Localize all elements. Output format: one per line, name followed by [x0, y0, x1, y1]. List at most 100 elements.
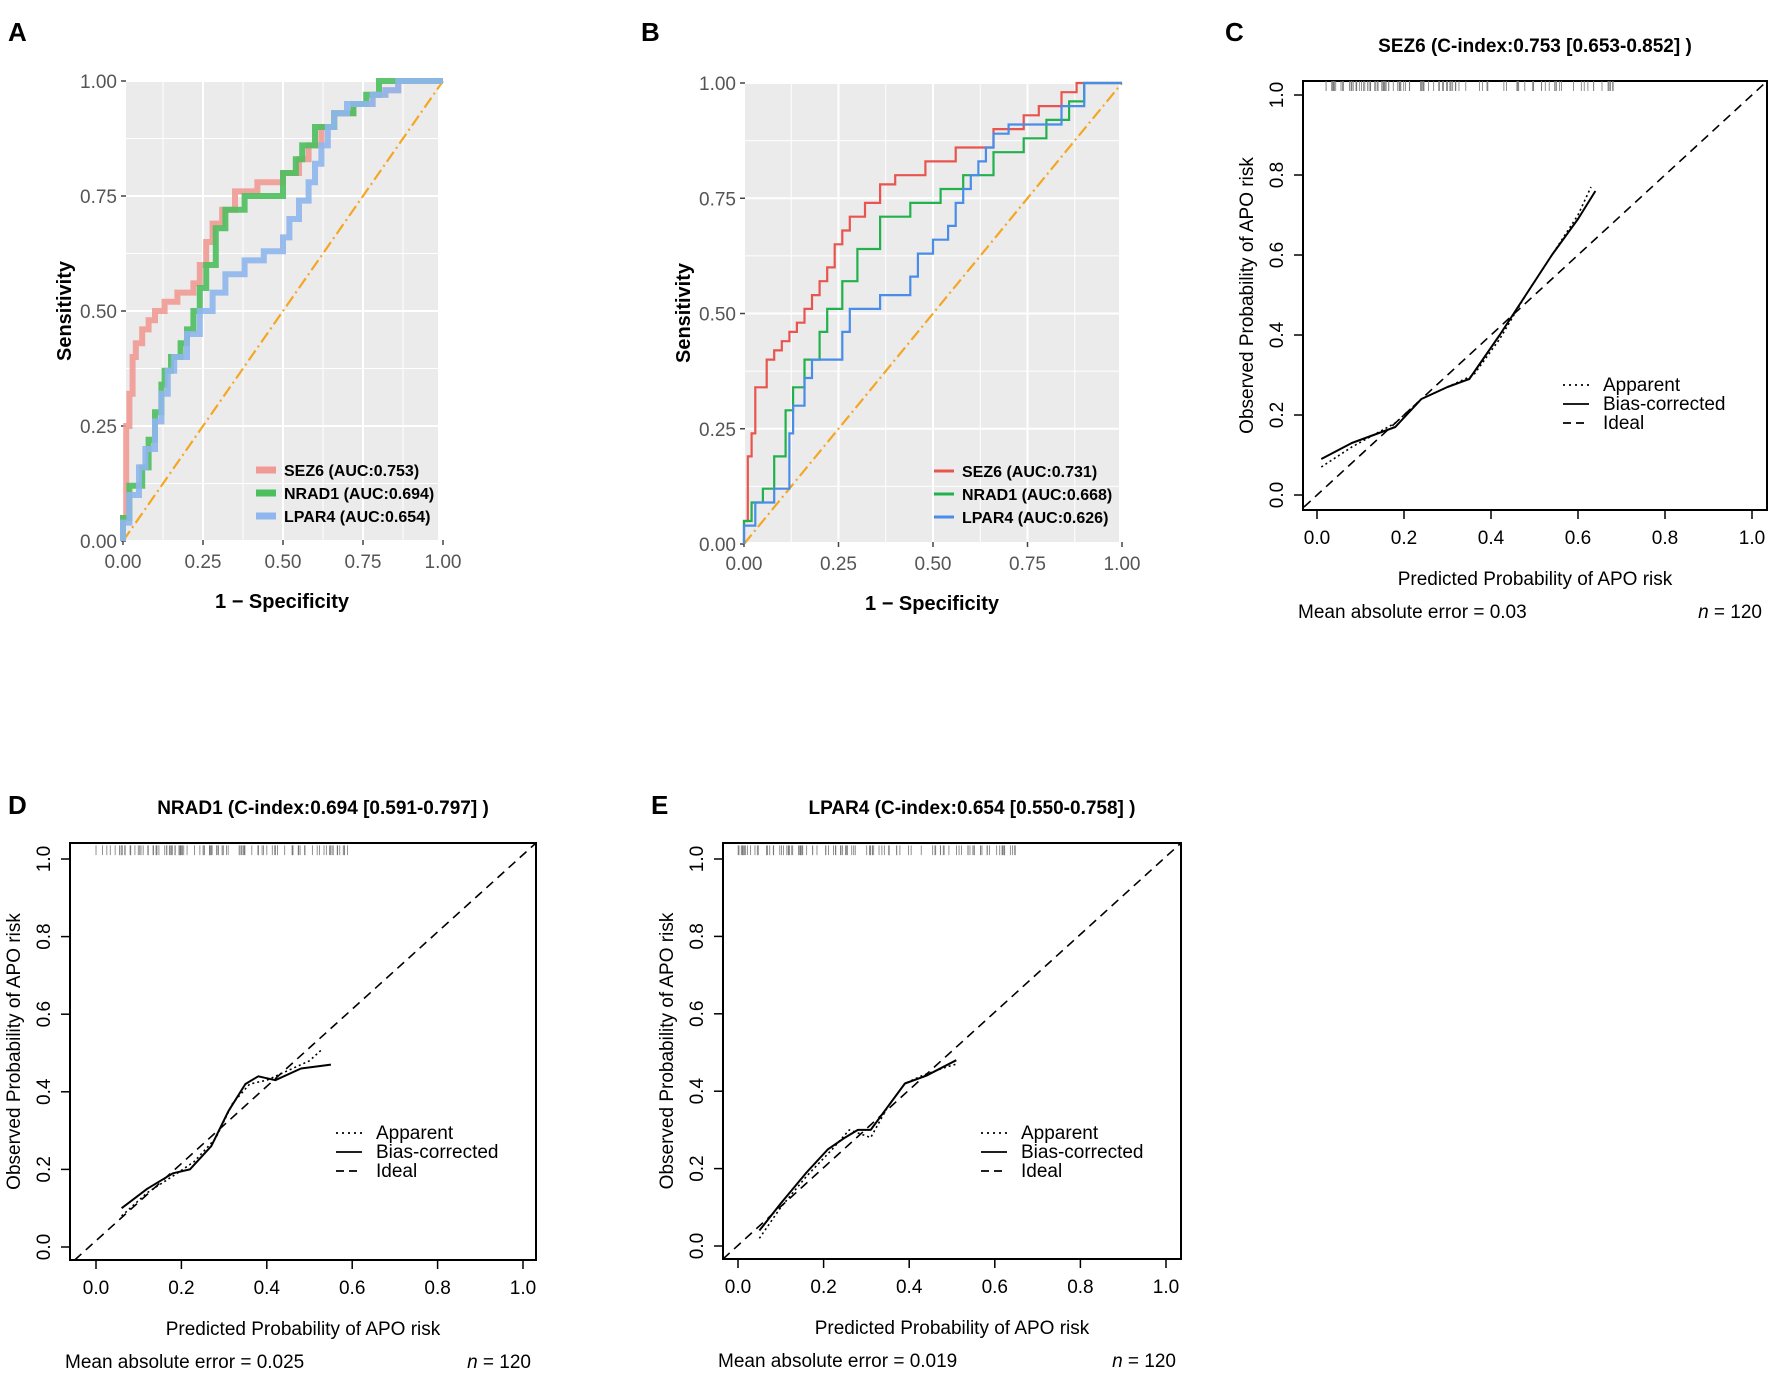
- y-tick-label: 0.75: [80, 187, 117, 208]
- y-axis-label: Observed Probability of APO risk: [1237, 157, 1258, 434]
- panel-letter-a: A: [8, 17, 27, 47]
- legend-label: SEZ6 (AUC:0.753): [284, 463, 419, 480]
- y-axis-label: Observed Probability of APO risk: [4, 913, 25, 1190]
- y-tick-label: 0.4: [687, 1078, 708, 1105]
- x-tick-label: 0.00: [105, 552, 142, 573]
- calibration-curve-ideal: [722, 842, 1182, 1260]
- x-tick-label: 1.0: [1153, 1277, 1179, 1298]
- calibration-panel-e: E LPAR4 (C-index:0.654 [0.550-0.758] ) 0.0…: [651, 790, 1182, 1372]
- y-tick-label: 1.00: [699, 74, 736, 95]
- y-tick-label: 1.00: [80, 72, 117, 93]
- x-tick-label: 0.0: [1304, 528, 1330, 549]
- y-tick-label: 0.0: [1267, 482, 1288, 508]
- y-tick-label: 0.8: [34, 923, 55, 949]
- x-axis-label: 1 − Specificity: [215, 591, 350, 613]
- y-tick-label: 0.25: [699, 420, 736, 441]
- y-tick-label: 0.50: [80, 302, 117, 323]
- panel-letter-e: E: [651, 790, 668, 820]
- sample-size: n = 120: [1698, 602, 1762, 623]
- panel-title: SEZ6 (C-index:0.753 [0.653-0.852] ): [1378, 36, 1692, 57]
- y-tick-label: 0.50: [699, 305, 736, 326]
- x-tick-label: 0.2: [168, 1278, 194, 1299]
- y-tick-label: 0.6: [1267, 242, 1288, 268]
- calibration-curve-bias-corrected: [1320, 190, 1597, 460]
- calibration-curve-bias-corrected: [758, 1059, 957, 1232]
- legend-label: NRAD1 (AUC:0.668): [962, 487, 1112, 504]
- sample-size-value: = 120: [478, 1352, 531, 1373]
- roc-panel-a: A 0.000.00 0.25 0.25 0.50 0.50 0.75 0.75 1.00 1.0…: [8, 17, 461, 613]
- x-tick-label: 0.6: [339, 1278, 365, 1299]
- roc-curve-3: [120, 78, 443, 541]
- legend-label: Ideal: [1021, 1161, 1062, 1182]
- panel-title: LPAR4 (C-index:0.654 [0.550-0.758] ): [809, 798, 1136, 819]
- legend-label: Bias-corrected: [376, 1142, 499, 1163]
- sample-size-n: n: [1698, 602, 1709, 623]
- x-tick-label: 0.2: [810, 1277, 836, 1298]
- x-tick-label: 1.00: [1104, 554, 1141, 575]
- y-tick-label: 0.8: [1267, 162, 1288, 188]
- panel-title: NRAD1 (C-index:0.694 [0.591-0.797] ): [157, 798, 489, 819]
- y-tick-label: 0.00: [699, 535, 736, 556]
- legend-label: SEZ6 (AUC:0.731): [962, 464, 1097, 481]
- panel-letter-c: C: [1225, 17, 1244, 47]
- sample-size-n: n: [467, 1352, 478, 1373]
- y-tick-label: 1.0: [687, 846, 708, 872]
- x-axis-label: Predicted Probability of APO risk: [166, 1319, 441, 1340]
- sample-size-value: = 120: [1123, 1351, 1176, 1372]
- sample-size-n: n: [1112, 1351, 1123, 1372]
- legend-label: Apparent: [1603, 375, 1681, 396]
- reference-diagonal: [743, 82, 1123, 545]
- legend-label: LPAR4 (AUC:0.626): [962, 510, 1108, 527]
- legend-label: Apparent: [1021, 1123, 1099, 1144]
- x-tick-label: 0.00: [726, 554, 763, 575]
- plot-frame: [722, 842, 1182, 1260]
- x-axis-label: 1 − Specificity: [865, 593, 1000, 615]
- y-tick-label: 0.00: [80, 532, 117, 553]
- x-tick-label: 0.50: [265, 552, 302, 573]
- y-tick-label: 0.2: [1267, 402, 1288, 428]
- calibration-panel-c: C SEZ6 (C-index:0.753 [0.653-0.852] ) 0.0 0…: [1225, 17, 1768, 623]
- x-tick-label: 1.0: [510, 1278, 536, 1299]
- mean-absolute-error: Mean absolute error = 0.03: [1298, 602, 1527, 623]
- y-tick-label: 0.0: [687, 1233, 708, 1259]
- roc-curve-2: [742, 81, 1122, 544]
- calibration-curve-bias-corrected: [120, 1063, 332, 1209]
- legend-label: Ideal: [1603, 413, 1644, 434]
- x-tick-label: 0.8: [1652, 528, 1678, 549]
- y-tick-label: 0.4: [34, 1078, 55, 1105]
- mean-absolute-error: Mean absolute error = 0.025: [65, 1352, 304, 1373]
- y-tick-label: 1.0: [1267, 82, 1288, 108]
- x-tick-label: 0.2: [1391, 528, 1417, 549]
- y-axis-label: Observed Probability of APO risk: [657, 912, 678, 1189]
- x-tick-label: 0.0: [725, 1277, 751, 1298]
- legend-label: NRAD1 (AUC:0.694): [284, 486, 434, 503]
- x-tick-label: 0.6: [982, 1277, 1008, 1298]
- sample-size: n = 120: [467, 1352, 531, 1373]
- calibration-curve-ideal: [1303, 82, 1766, 508]
- sample-size-value: = 120: [1709, 602, 1762, 623]
- legend-label: Apparent: [376, 1123, 454, 1144]
- x-axis-label: Predicted Probability of APO risk: [815, 1318, 1090, 1339]
- x-tick-label: 0.8: [1067, 1277, 1093, 1298]
- legend-label: Bias-corrected: [1603, 394, 1726, 415]
- legend-label: Bias-corrected: [1021, 1142, 1144, 1163]
- y-axis-label: Sensitivity: [54, 260, 76, 361]
- calibration-panel-d: D NRAD1 (C-index:0.694 [0.591-0.797] ) 0.0…: [4, 790, 537, 1373]
- x-tick-label: 1.00: [425, 552, 462, 573]
- legend-label: LPAR4 (AUC:0.654): [284, 509, 430, 526]
- x-tick-label: 0.6: [1565, 528, 1591, 549]
- roc-curve-1: [742, 81, 1122, 544]
- y-tick-label: 0.2: [34, 1156, 55, 1182]
- x-tick-label: 0.75: [1009, 554, 1046, 575]
- y-axis-label: Sensitivity: [673, 262, 695, 363]
- roc-panel-b: B 0.000.00 0.25 0.25 0.50 0.50 0.75 0.75 1.00 1.0…: [641, 17, 1140, 615]
- reference-diagonal: [122, 80, 444, 542]
- x-tick-label: 0.50: [915, 554, 952, 575]
- sample-size: n = 120: [1112, 1351, 1176, 1372]
- legend-label: Ideal: [376, 1161, 417, 1182]
- x-tick-label: 0.75: [345, 552, 382, 573]
- y-tick-label: 0.6: [34, 1001, 55, 1027]
- roc-curve-3: [742, 81, 1122, 544]
- y-tick-label: 0.8: [687, 923, 708, 949]
- mean-absolute-error: Mean absolute error = 0.019: [718, 1351, 957, 1372]
